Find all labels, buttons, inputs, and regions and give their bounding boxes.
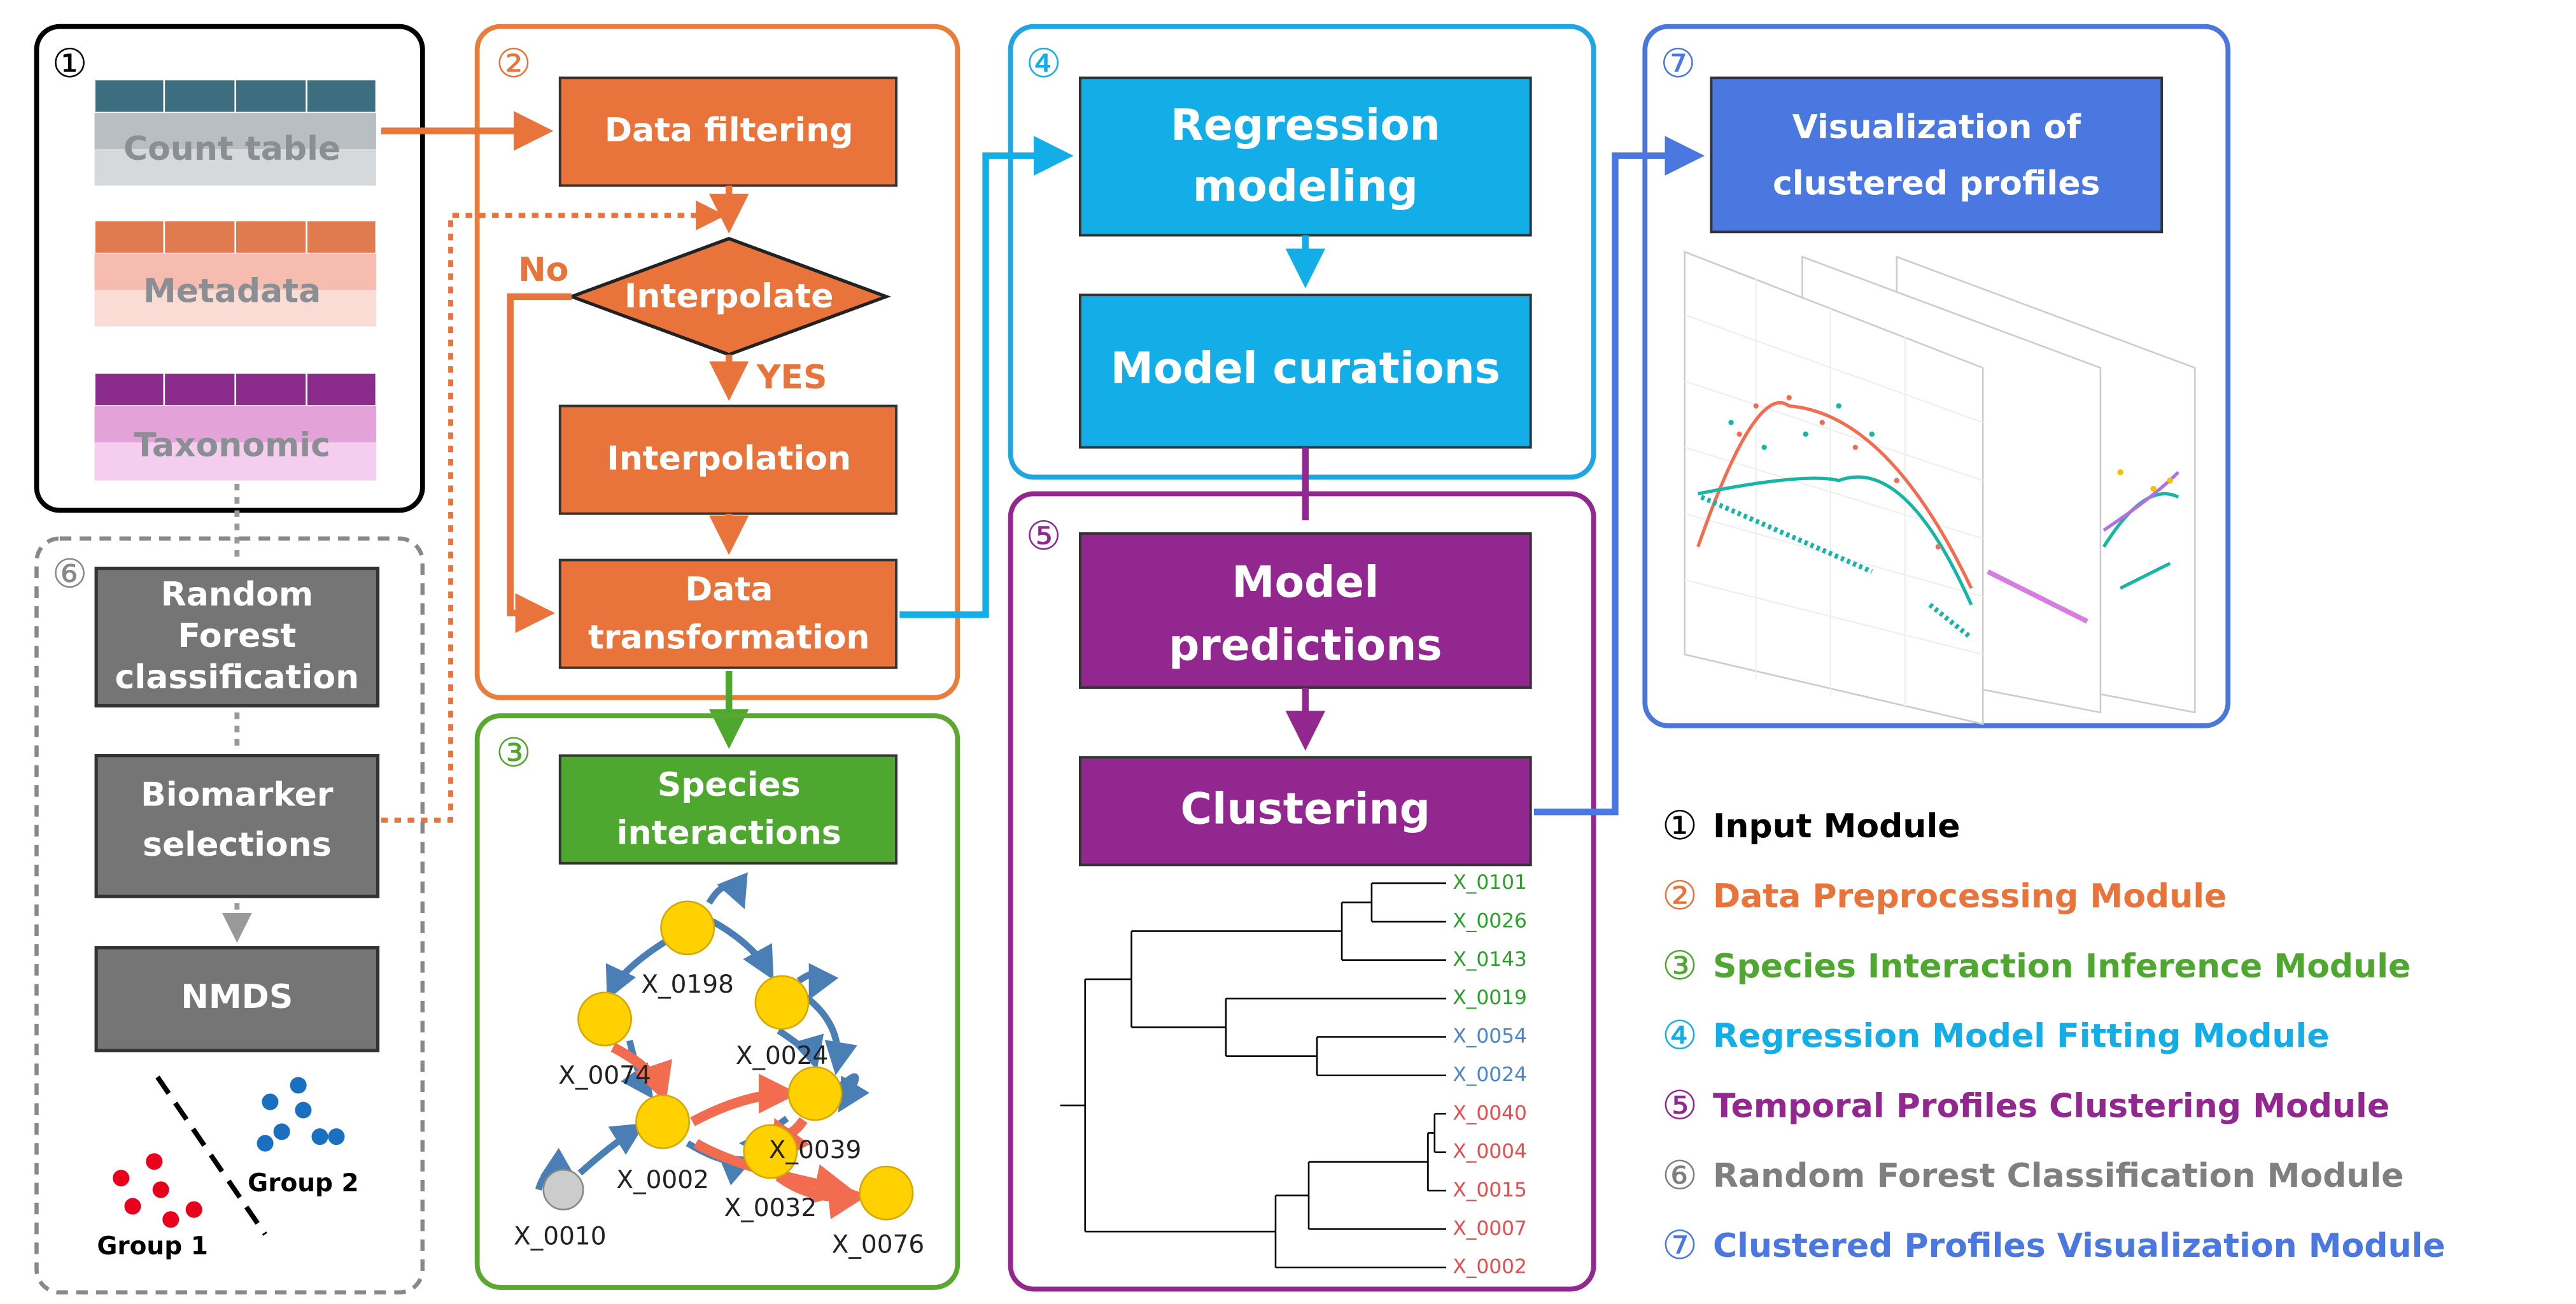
box-label: Model curations [1111, 343, 1500, 393]
box-label: Data filtering [605, 111, 854, 150]
module-number: ⑦ [1660, 40, 1696, 87]
module-number: ⑥ [52, 551, 88, 597]
legend-number: ⑦ [1662, 1222, 1698, 1268]
box-label: Clustering [1181, 784, 1431, 834]
legend-text: Data Preprocessing Module [1713, 877, 2227, 916]
branch-label: YES [756, 358, 827, 397]
input-module: ① Count table Metadata Taxonomic [34, 24, 425, 513]
group-label: Group 2 [248, 1169, 359, 1198]
leaf-label: X_0054 [1453, 1025, 1526, 1048]
module-number: ④ [1026, 40, 1062, 87]
group-label: Group 1 [97, 1232, 208, 1261]
legend-number: ① [1662, 802, 1698, 849]
table-label: Metadata [143, 273, 321, 311]
visualization-module: ⑦ Visualization of clustered profiles [1533, 24, 2231, 816]
module-number: ② [496, 40, 531, 87]
table-label: Count table [123, 130, 341, 168]
box-label: Biomarker selections [141, 776, 334, 864]
species-interaction-module: ③ Species interactions X_0198 X_0074 X_00… [474, 713, 961, 1290]
box-label: Data transformation [588, 570, 870, 656]
leaf-label: X_0019 [1453, 986, 1526, 1009]
node-label: X_0024 [736, 1042, 829, 1070]
leaf-label: X_0040 [1453, 1102, 1526, 1124]
box-label: Visualization of clustered profiles [1773, 108, 2100, 202]
branch-label: No [518, 251, 568, 289]
legend-number: ⑥ [1662, 1152, 1698, 1198]
box-label: Interpolate [624, 277, 833, 315]
legend: ① Input Module ② Data Preprocessing Module ③… [1662, 802, 2446, 1268]
clustering-module: ⑤ Model predictions Clustering X_0101 X_00… [1008, 447, 1596, 1292]
preprocessing-module: ② Data filtering Interpolate Interpolati… [381, 24, 961, 823]
legend-number: ④ [1662, 1012, 1698, 1059]
dendrogram [1060, 882, 1447, 1269]
box-label: Random Forest classification [115, 576, 360, 697]
node-label: X_0076 [832, 1230, 925, 1259]
legend-text: Clustered Profiles Visualization Module [1713, 1227, 2446, 1265]
node-label: X_0032 [724, 1194, 817, 1222]
leaf-label: X_0026 [1453, 909, 1526, 932]
random-forest-module: ⑥ Random Forest classification Biomarker se… [34, 483, 425, 1295]
legend-text: Regression Model Fitting Module [1713, 1017, 2330, 1056]
module-number: ③ [496, 730, 531, 776]
module-number: ⑤ [1026, 513, 1062, 559]
table-label: Taxonomic [134, 427, 330, 465]
box-label: Species interactions [617, 766, 841, 852]
leaf-label: X_0024 [1453, 1063, 1526, 1086]
node-label: X_0039 [769, 1136, 862, 1165]
leaf-label: X_0143 [1453, 948, 1526, 971]
leaf-label: X_0002 [1453, 1256, 1526, 1279]
legend-text: Species Interaction Inference Module [1713, 947, 2411, 986]
box-label: Model predictions [1169, 556, 1442, 670]
box-label: Interpolation [607, 439, 851, 478]
leaf-label: X_0101 [1453, 871, 1526, 894]
legend-text: Random Forest Classification Module [1713, 1157, 2404, 1195]
legend-number: ③ [1662, 942, 1698, 989]
legend-number: ⑤ [1662, 1082, 1698, 1128]
node-label: X_0002 [616, 1166, 709, 1194]
leaf-label: X_0004 [1453, 1140, 1526, 1163]
legend-text: Temporal Profiles Clustering Module [1713, 1087, 2389, 1125]
regression-module: ④ Regression modeling Model curations [899, 24, 1596, 618]
node-label: X_0010 [514, 1222, 607, 1251]
box-label: Regression modeling [1171, 99, 1440, 211]
leaf-label: X_0007 [1453, 1217, 1526, 1240]
legend-text: Input Module [1713, 807, 1960, 846]
box-label: NMDS [181, 978, 293, 1016]
legend-number: ② [1662, 872, 1698, 919]
node-label: X_0074 [558, 1061, 651, 1090]
module-number: ① [52, 40, 88, 87]
node-label: X_0198 [641, 970, 734, 999]
leaf-label: X_0015 [1453, 1179, 1526, 1201]
